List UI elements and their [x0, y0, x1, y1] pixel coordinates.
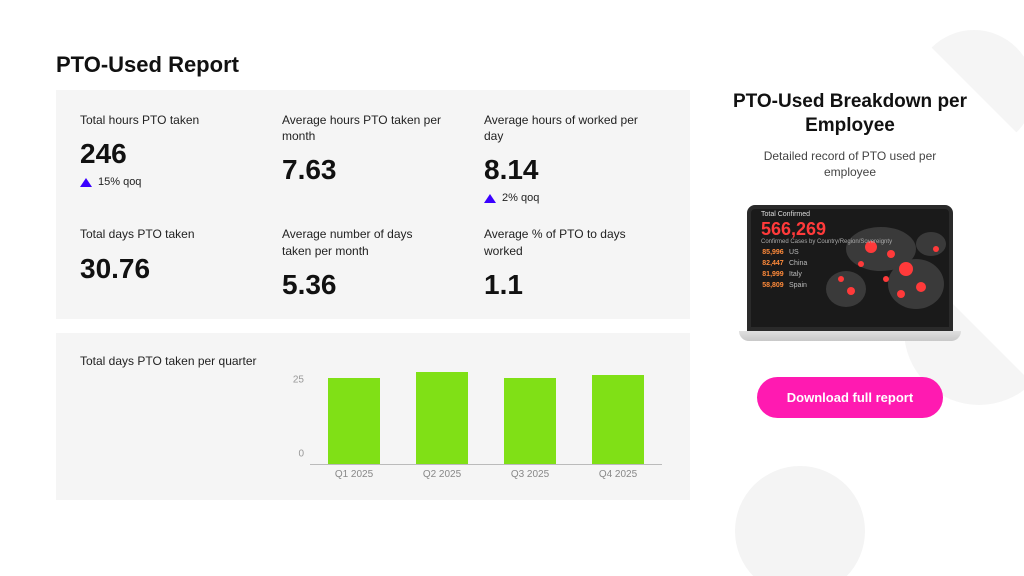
dashboard-top-label: Total Confirmed: [761, 211, 810, 218]
dashboard-row-label: Italy: [789, 271, 802, 278]
laptop-screen: Total Confirmed 566,269 Confirmed Cases …: [747, 205, 953, 331]
stat-total-days: Total days PTO taken 30.76: [80, 226, 262, 300]
chart-bar: [416, 372, 468, 463]
chart-bar: [504, 378, 556, 463]
chart-y-tick: 25: [293, 375, 304, 386]
stat-pct-pto: Average % of PTO to days worked 1.1: [484, 226, 666, 300]
stat-label: Average hours PTO taken per month: [282, 112, 442, 144]
chart-y-tick: 0: [298, 448, 304, 459]
stat-delta-text: 15% qoq: [98, 176, 141, 188]
chart-x-label: Q2 2025: [416, 469, 468, 480]
dashboard-row-label: China: [789, 260, 807, 267]
stat-label: Total hours PTO taken: [80, 112, 240, 128]
dashboard-rows: 85,996 US 82,447 China 81,999 Italy 58,809 Spai…: [761, 249, 807, 293]
bar-chart: 0 25 Q1 2025 Q2 2025 Q3 2025 Q4 2025: [280, 353, 666, 488]
dashboard-row: 85,996 US: [761, 249, 807, 256]
stat-avg-days-month: Average number of days taken per month 5…: [282, 226, 464, 300]
dashboard-row-label: Spain: [789, 282, 807, 289]
chart-bar: [592, 375, 644, 463]
stat-delta-text: 2% qoq: [502, 192, 539, 204]
chart-y-axis: 0 25: [280, 353, 304, 465]
stat-value: 1.1: [484, 269, 666, 301]
decor-circle-bottom: [735, 466, 865, 576]
triangle-up-icon: [80, 178, 92, 187]
breakdown-title: PTO-Used Breakdown per Employee: [720, 90, 980, 138]
chart-title: Total days PTO taken per quarter: [80, 353, 260, 488]
breakdown-subtitle: Detailed record of PTO used per employee: [720, 148, 980, 182]
stat-avg-hours-month: Average hours PTO taken per month 7.63: [282, 112, 464, 204]
page-root: PTO-Used Report Total hours PTO taken 24…: [0, 0, 1024, 576]
stat-label: Total days PTO taken: [80, 226, 240, 242]
dashboard-row: 58,809 Spain: [761, 282, 807, 289]
stat-avg-hours-day: Average hours of worked per day 8.14 2% …: [484, 112, 666, 204]
dashboard-section-label: Confirmed Cases by Country/Region/Sovere…: [761, 239, 892, 245]
download-report-button[interactable]: Download full report: [757, 377, 943, 418]
chart-x-label: Q3 2025: [504, 469, 556, 480]
dashboard-row-number: 82,447: [761, 260, 785, 267]
stats-card: Total hours PTO taken 246 15% qoq Averag…: [56, 90, 690, 319]
dashboard-row-number: 85,996: [761, 249, 785, 256]
dashboard-big-number: 566,269: [761, 219, 826, 240]
dashboard-row-number: 81,999: [761, 271, 785, 278]
stat-value: 246: [80, 138, 262, 170]
stat-value: 7.63: [282, 154, 464, 186]
chart-plot-area: [310, 353, 662, 465]
chart-bar: [328, 378, 380, 463]
laptop-illustration: Total Confirmed 566,269 Confirmed Cases …: [739, 205, 961, 341]
triangle-up-icon: [484, 194, 496, 203]
laptop-base: [739, 331, 961, 341]
dashboard-row: 82,447 China: [761, 260, 807, 267]
chart-x-axis: Q1 2025 Q2 2025 Q3 2025 Q4 2025: [310, 469, 662, 480]
stat-delta: 2% qoq: [484, 192, 666, 204]
page-title: PTO-Used Report: [56, 52, 239, 78]
stat-label: Average number of days taken per month: [282, 226, 442, 258]
stat-total-hours: Total hours PTO taken 246 15% qoq: [80, 112, 262, 204]
chart-x-label: Q1 2025: [328, 469, 380, 480]
chart-x-label: Q4 2025: [592, 469, 644, 480]
dashboard-row-label: US: [789, 249, 799, 256]
right-column: PTO-Used Breakdown per Employee Detailed…: [720, 90, 980, 418]
stat-label: Average % of PTO to days worked: [484, 226, 644, 258]
dashboard-row: 81,999 Italy: [761, 271, 807, 278]
stat-delta: 15% qoq: [80, 176, 262, 188]
dashboard-row-number: 58,809: [761, 282, 785, 289]
chart-card: Total days PTO taken per quarter 0 25 Q1 …: [56, 333, 690, 500]
stat-label: Average hours of worked per day: [484, 112, 644, 144]
stat-value: 8.14: [484, 154, 666, 186]
stat-value: 5.36: [282, 269, 464, 301]
left-column: Total hours PTO taken 246 15% qoq Averag…: [56, 90, 690, 500]
stat-value: 30.76: [80, 253, 262, 285]
